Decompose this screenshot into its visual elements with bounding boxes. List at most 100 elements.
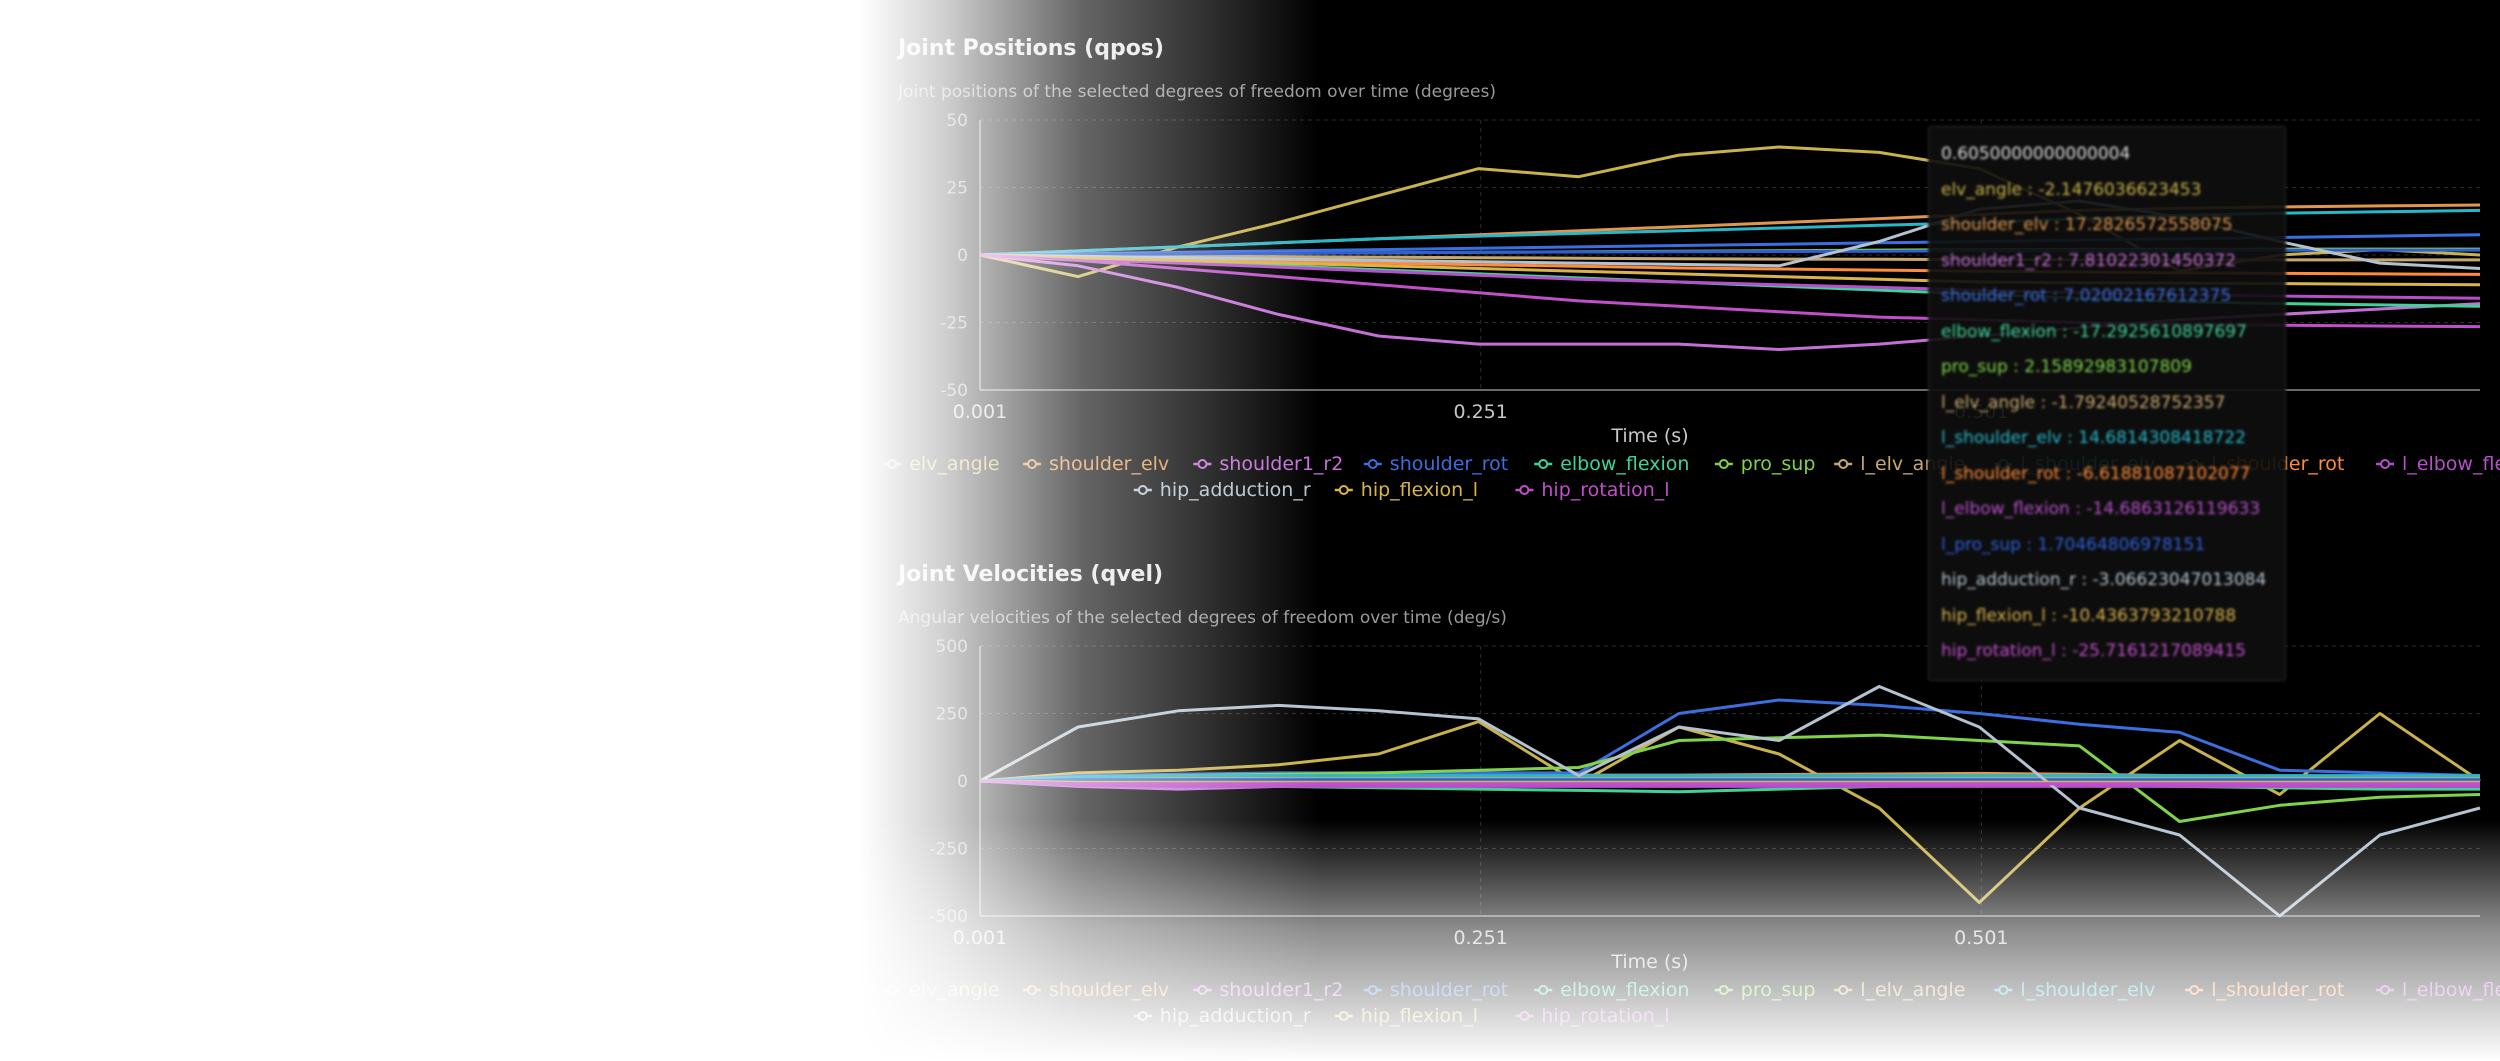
legend-swatch-dot	[1998, 985, 2009, 995]
legend-label: shoulder_elv	[1049, 453, 1169, 475]
y-tick-label: -500	[929, 907, 968, 927]
tooltip-row: l_elv_angle : -1.79240528752357	[1941, 392, 2226, 413]
legend-label: l_elbow_flexion	[2402, 453, 2500, 475]
x-tick-label: 0.251	[1453, 401, 1507, 423]
legend-swatch-dot	[1718, 459, 1729, 469]
legend-swatch-dot	[1197, 985, 1208, 995]
tooltip-row: l_shoulder_elv : 14.6814308418722	[1941, 428, 2246, 448]
y-tick-label: 25	[946, 179, 968, 199]
legend-label: shoulder_rot	[1390, 979, 1508, 1001]
legend-label: hip_flexion_l	[1361, 479, 1478, 501]
legend-swatch-dot	[2380, 985, 2390, 995]
legend-item-elv_angle[interactable]: elv_angle	[883, 979, 1000, 1001]
tooltip-row: hip_flexion_l : -10.4363793210788	[1941, 605, 2237, 626]
legend-label: elv_angle	[909, 979, 999, 1001]
legend-label: hip_flexion_l	[1361, 1005, 1478, 1027]
legend-swatch-dot	[2189, 985, 2200, 995]
legend-item-l_shoulder_rot[interactable]: l_shoulder_rot	[2185, 979, 2344, 1001]
dashboard-stage: Joint Positions (qpos) Joint positions o…	[860, 0, 2500, 1061]
tooltip-row: elv_angle : -2.1476036623453	[1941, 179, 2202, 200]
tooltip-row: l_elbow_flexion : -14.6863126119633	[1941, 499, 2261, 519]
legend-swatch-dot	[1519, 1011, 1530, 1021]
legend-label: hip_adduction_r	[1160, 1005, 1311, 1027]
legend-label: hip_rotation_l	[1541, 1005, 1669, 1027]
legend-label: pro_sup	[1741, 979, 1816, 1001]
legend-item-shoulder_rot[interactable]: shoulder_rot	[1363, 979, 1508, 1001]
y-tick-label: 500	[936, 637, 968, 657]
legend-swatch-dot	[1538, 985, 1549, 995]
x-tick-label: 0.501	[1954, 927, 2008, 949]
tooltip-row: shoulder_rot : 7.02002167612375	[1941, 286, 2232, 306]
legend-item-l_elv_angle[interactable]: l_elv_angle	[1834, 979, 1965, 1001]
legend-label: shoulder1_r2	[1219, 979, 1343, 1001]
tooltip-rows: elv_angle : -2.1476036623453 shoulder_elv…	[1941, 173, 2273, 670]
legend-item-elbow_flexion[interactable]: elbow_flexion	[1534, 979, 1689, 1001]
legend-item-shoulder_elv[interactable]: shoulder_elv	[1023, 979, 1169, 1001]
tooltip-row: hip_adduction_r : -3.06623047013084	[1941, 570, 2267, 590]
x-axis-label: Time (s)	[1610, 425, 1688, 447]
legend-swatch-dot	[1718, 985, 1729, 995]
tooltip-row: pro_sup : 2.15892983107809	[1941, 357, 2192, 377]
legend-item-l_shoulder_elv[interactable]: l_shoulder_elv	[1994, 979, 2155, 1001]
legend-swatch-dot	[1538, 459, 1549, 469]
legend-label: l_elv_angle	[1860, 979, 1965, 1001]
legend-item-elv_angle[interactable]: elv_angle	[883, 453, 1000, 475]
legend-item-l_elbow_flexion[interactable]: l_elbow_flexion	[2376, 979, 2500, 1001]
legend-label: elbow_flexion	[1560, 979, 1689, 1001]
legend-swatch-dot	[1367, 459, 1378, 469]
legend-label: l_elbow_flexion	[2402, 979, 2500, 1001]
legend-swatch-dot	[887, 459, 898, 469]
legend-swatch-dot	[1197, 459, 1208, 469]
velocities-chart[interactable]: -500 -250 0 250 500 0.001 0.251 0.501 Time (s) el…	[860, 636, 2500, 1061]
legend-label: shoulder_elv	[1049, 979, 1169, 1001]
x-tick-label: 0.001	[953, 927, 1007, 949]
legend-swatch-dot	[1338, 1011, 1349, 1021]
x-tick-label: 0.251	[1453, 927, 1507, 949]
y-tick-label: 50	[946, 111, 968, 131]
legend-item-l_elbow_flexion[interactable]: l_elbow_flexion	[2376, 453, 2500, 475]
legend-item-hip_flexion_l[interactable]: hip_flexion_l	[1334, 1005, 1478, 1027]
legend-item-elbow_flexion[interactable]: elbow_flexion	[1534, 453, 1689, 475]
legend-swatch-dot	[1838, 459, 1849, 469]
x-tick-label: 0.001	[953, 401, 1007, 423]
series-line-hip_flexion_l[interactable]	[979, 779, 2480, 784]
y-tick-label: 0	[957, 772, 968, 792]
legend-label: hip_rotation_l	[1541, 479, 1669, 501]
positions-chart-title: Joint Positions (qpos)	[898, 36, 1164, 61]
positions-chart-subtitle: Joint positions of the selected degrees …	[898, 82, 1496, 102]
legend-label: shoulder_rot	[1390, 453, 1508, 475]
y-tick-label: -250	[929, 840, 968, 860]
legend-item-pro_sup[interactable]: pro_sup	[1714, 453, 1816, 475]
legend-item-shoulder_rot[interactable]: shoulder_rot	[1363, 453, 1508, 475]
velocities-chart-subtitle: Angular velocities of the selected degre…	[898, 608, 1507, 628]
y-tick-label: -50	[940, 381, 968, 401]
tooltip-row: l_pro_sup : 1.70464806978151	[1941, 534, 2206, 555]
series-line-hip_adduction_r[interactable]	[979, 685, 2481, 918]
legend-item-hip_adduction_r[interactable]: hip_adduction_r	[1133, 479, 1311, 501]
legend-label: shoulder1_r2	[1219, 453, 1343, 475]
legend-item-shoulder_elv[interactable]: shoulder_elv	[1023, 453, 1169, 475]
tooltip-row: shoulder_elv : 17.2826572558075	[1941, 215, 2233, 235]
tooltip-row: l_shoulder_rot : -6.61881087102077	[1941, 463, 2251, 484]
legend-item-hip_rotation_l[interactable]: hip_rotation_l	[1515, 479, 1670, 501]
hover-tooltip: 0.6050000000000004 elv_angle : -2.147603…	[1928, 126, 2286, 681]
legend-item-hip_flexion_l[interactable]: hip_flexion_l	[1334, 479, 1478, 501]
legend-item-hip_adduction_r[interactable]: hip_adduction_r	[1133, 1005, 1311, 1027]
y-tick-label: -25	[940, 314, 968, 334]
tooltip-row: elbow_flexion : -17.2925610897697	[1941, 321, 2247, 342]
legend-swatch-dot	[1519, 485, 1530, 495]
legend-label: pro_sup	[1741, 453, 1816, 475]
legend-item-shoulder1_r2[interactable]: shoulder1_r2	[1193, 453, 1343, 475]
legend-swatch-dot	[2380, 459, 2390, 469]
legend-item-pro_sup[interactable]: pro_sup	[1714, 979, 1816, 1001]
legend-swatch-dot	[887, 985, 898, 995]
y-tick-label: 0	[957, 246, 968, 266]
legend-swatch-dot	[1137, 1011, 1148, 1021]
legend-label: l_shoulder_rot	[2211, 979, 2344, 1001]
velocities-chart-title: Joint Velocities (qvel)	[898, 562, 1164, 587]
legend-swatch-dot	[1367, 985, 1378, 995]
legend-item-shoulder1_r2[interactable]: shoulder1_r2	[1193, 979, 1343, 1001]
x-axis-label: Time (s)	[1610, 951, 1688, 973]
legend-item-hip_rotation_l[interactable]: hip_rotation_l	[1515, 1005, 1670, 1027]
legend-label: hip_adduction_r	[1160, 479, 1311, 501]
